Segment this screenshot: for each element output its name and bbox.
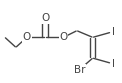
Text: I: I	[112, 59, 115, 69]
Text: O: O	[59, 32, 68, 42]
Text: Br: Br	[74, 65, 85, 75]
Text: O: O	[23, 32, 31, 42]
Text: I: I	[112, 27, 115, 37]
Text: O: O	[41, 13, 49, 23]
